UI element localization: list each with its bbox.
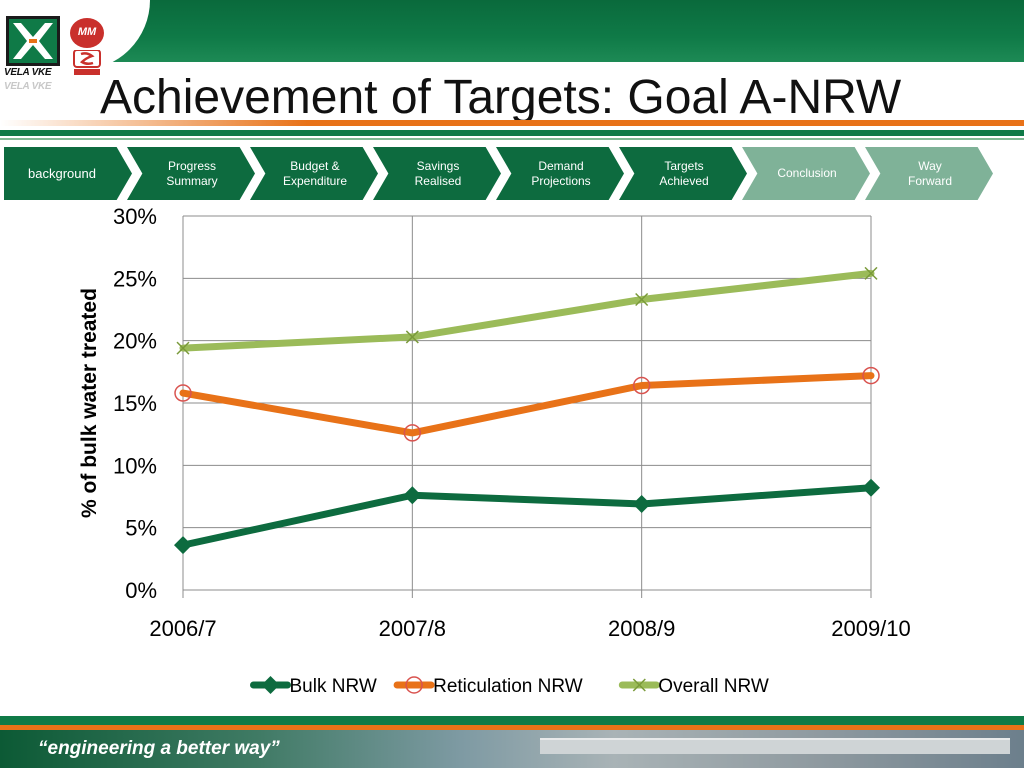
- data-point-overall-nrw: [635, 292, 649, 307]
- legend-item-bulk-nrw: Bulk NRW: [250, 676, 377, 697]
- data-point-reticulation-nrw: [862, 366, 880, 385]
- legend-marker: [632, 678, 646, 692]
- legend-marker: [405, 676, 423, 694]
- series-lines: [174, 266, 880, 555]
- legend-item-reticulation-nrw: Reticulation NRW: [393, 676, 583, 697]
- legend-item-overall-nrw: Overall NRW: [618, 676, 769, 697]
- legend-label: Reticulation NRW: [433, 676, 583, 697]
- legend: Bulk NRW Reticulation NRW Overall NRW: [250, 676, 769, 697]
- nav-savings-realised[interactable]: Savings Realised: [373, 147, 501, 200]
- x-marker-stroke: [635, 292, 649, 307]
- logo-wordmark-reflection: VELA VKE: [4, 81, 52, 92]
- y-tick-label: 0%: [125, 578, 157, 603]
- mm-logo: MM: [70, 18, 104, 48]
- data-point-bulk-nrw: [403, 486, 422, 505]
- logo-wordmark: VELA VKE: [4, 67, 52, 78]
- y-tick-label: 5%: [125, 516, 157, 541]
- vela-vke-logo: [6, 16, 60, 66]
- footer-band-green: [0, 716, 1024, 725]
- title-underline-thin: [0, 138, 1024, 140]
- nav-budget-expenditure[interactable]: Budget & Expenditure: [250, 147, 378, 200]
- data-point-overall-nrw: [864, 266, 878, 280]
- data-point-bulk-nrw: [174, 536, 192, 555]
- title-underline-orange: [0, 120, 1024, 126]
- y-tick-label: 10%: [113, 453, 157, 478]
- data-point-overall-nrw: [405, 330, 419, 344]
- x-tick-label: 2007/8: [379, 616, 446, 641]
- nav-progress-summary[interactable]: Progress Summary: [127, 147, 255, 200]
- legend-marker: [261, 676, 280, 694]
- series-line-bulk-nrw: [179, 484, 875, 549]
- series-line-overall-nrw: [179, 269, 875, 352]
- x-marker-stroke: [176, 341, 190, 355]
- x-marker-stroke: [864, 266, 878, 280]
- data-point-reticulation-nrw: [174, 384, 192, 402]
- x-marker-stroke: [632, 678, 646, 692]
- x-marker-stroke: [405, 330, 419, 344]
- data-point-bulk-nrw: [632, 494, 651, 513]
- data-point-overall-nrw: [176, 341, 190, 355]
- nav-demand-projections[interactable]: Demand Projections: [496, 147, 624, 200]
- sabs-logo: [73, 50, 101, 75]
- data-point-reticulation-nrw: [403, 424, 422, 442]
- data-point-bulk-nrw: [862, 478, 880, 497]
- nav-way-forward[interactable]: Way Forward: [865, 147, 993, 200]
- data-point-reticulation-nrw: [632, 376, 651, 395]
- axis-ticks: 0% 5% 10% 15% 20% 25% 30% 2006/7 2007/8 2008/9 200…: [113, 204, 911, 641]
- footer-band-orange: [0, 725, 1024, 730]
- page-title: Achievement of Targets: Goal A-NRW: [100, 71, 902, 124]
- nrw-line-chart: 0% 5% 10% 15% 20% 25% 30% 2006/7 2007/8 2008/9 200…: [113, 204, 911, 697]
- legend-label: Bulk NRW: [290, 676, 377, 697]
- header-band: [0, 0, 1024, 62]
- x-tick-label: 2008/9: [608, 616, 675, 641]
- series-line-reticulation-nrw: [179, 372, 875, 437]
- section-nav: background Progress Summary Budget & Exp…: [0, 147, 1024, 200]
- tagline: “engineering a better way”: [38, 738, 280, 759]
- footer-bridge-graphic: [540, 738, 1010, 754]
- x-tick-label: 2006/7: [149, 616, 216, 641]
- y-tick-label: 15%: [113, 391, 157, 416]
- title-underline-green: [0, 130, 1024, 136]
- nav-conclusion[interactable]: Conclusion: [742, 147, 870, 200]
- nav-targets-achieved[interactable]: Targets Achieved: [619, 147, 747, 200]
- y-tick-label: 30%: [113, 204, 157, 229]
- x-tick-label: 2009/10: [831, 616, 911, 641]
- legend-label: Overall NRW: [658, 676, 769, 697]
- y-tick-label: 20%: [113, 329, 157, 354]
- y-tick-label: 25%: [113, 266, 157, 291]
- nav-background[interactable]: background: [4, 147, 132, 200]
